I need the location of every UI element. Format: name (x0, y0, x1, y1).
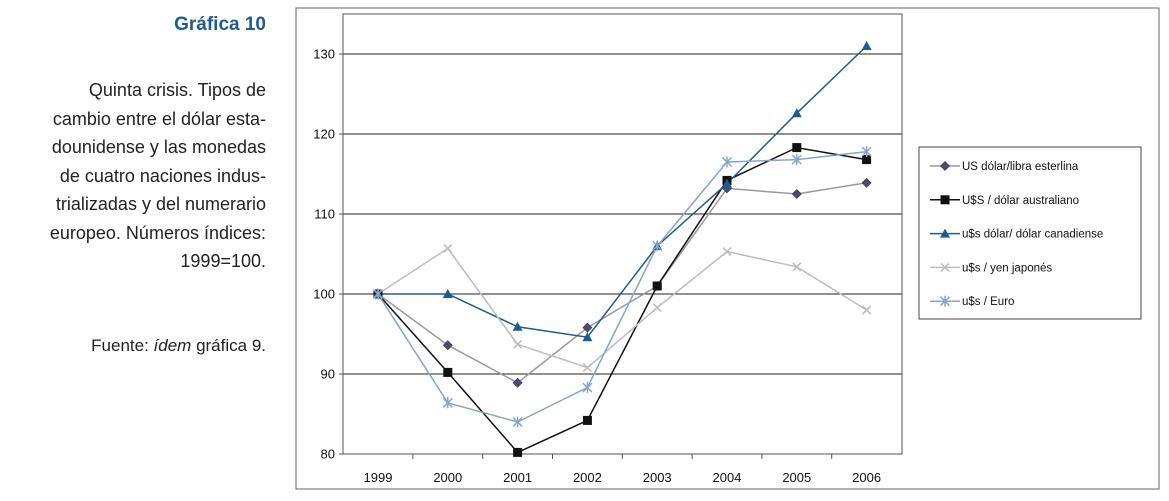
data-point (582, 415, 592, 425)
source-suffix: gráfica 9. (191, 336, 266, 355)
chart-gridlines (343, 53, 902, 375)
data-point (513, 339, 523, 349)
series-markers (372, 41, 872, 457)
data-point (791, 189, 802, 199)
y-axis-tick-labels: 80 90 100 110 120 130 (313, 47, 343, 462)
caption-line: Quinta crisis. Tipos de (88, 80, 266, 100)
series-line-u-s-yen-japon-s (377, 247, 867, 369)
source-reference: ídem (153, 336, 192, 355)
figure-source: Fuente: ídem gráfica 9. (91, 336, 266, 356)
caption-line: de cuatro naciones indus- (59, 165, 266, 186)
data-point (582, 332, 593, 342)
data-point (442, 397, 453, 409)
series-line-u-s-euro (377, 150, 867, 423)
caption-line: cambio entre el dólar esta- (52, 108, 266, 129)
figure-caption: Quinta crisis. Tipos de cambio entre el … (0, 76, 266, 276)
data-point (582, 363, 592, 373)
data-point (791, 154, 802, 166)
legend-label: u$s / Euro (962, 296, 1014, 308)
y-tick-label: 120 (313, 127, 335, 142)
legend-label: u$s / yen japonés (962, 262, 1052, 274)
source-prefix: Fuente: (91, 336, 154, 355)
caption-line: 1999=100. (180, 251, 266, 271)
data-point (721, 156, 733, 168)
data-point (442, 289, 453, 298)
legend: US dólar/libra esterlina U$S / dólar aust… (918, 146, 1142, 320)
data-point (652, 281, 662, 291)
series-lines (377, 45, 868, 454)
x-tick-label: 2003 (643, 470, 672, 485)
data-point (861, 146, 872, 158)
x-tick-label: 2002 (573, 470, 602, 485)
caption-line: europeo. Números índices: (49, 222, 266, 243)
legend-marker (939, 295, 951, 307)
data-point (513, 447, 523, 457)
data-point (512, 321, 523, 331)
series-line-u-s-d-lar-d-lar-canadiense (378, 45, 868, 339)
series-line-us-d-lar-libra-esterlina (377, 182, 867, 384)
data-point (372, 288, 384, 300)
data-point (652, 303, 662, 313)
figure-title: Gráfica 10 (174, 14, 266, 35)
y-tick-label: 110 (314, 207, 335, 222)
x-tick-label: 2005 (782, 470, 811, 485)
data-point (862, 155, 872, 165)
data-point (443, 367, 453, 377)
legend-marker (940, 262, 950, 272)
x-axis-tick-labels: 1999 2000 2001 2002 2003 2004 2005 2006 (364, 454, 881, 485)
caption-line: dounidense y las monedas (51, 137, 266, 157)
data-point (512, 377, 523, 388)
x-tick-label: 2004 (713, 470, 742, 485)
data-point (442, 340, 453, 351)
data-point (792, 143, 802, 153)
data-point (861, 41, 872, 50)
x-tick-label: 2001 (503, 470, 532, 485)
caption-line: trializadas y del numerario (55, 194, 266, 214)
data-point (582, 322, 593, 333)
data-point (512, 416, 523, 428)
data-point (722, 247, 732, 257)
data-point (722, 178, 732, 188)
data-point (862, 305, 872, 315)
y-tick-label: 90 (321, 367, 335, 382)
data-point (792, 262, 802, 272)
data-point (791, 108, 802, 118)
legend-label: U$S / dólar australiano (962, 195, 1079, 207)
y-tick-label: 80 (321, 447, 335, 462)
y-tick-label: 130 (313, 47, 335, 62)
legend-label: US dólar/libra esterlina (962, 161, 1079, 173)
x-tick-label: 1999 (364, 470, 393, 485)
series-line-u-s-d-lar-australiano (377, 146, 867, 454)
x-tick-label: 2006 (852, 470, 881, 485)
data-point (652, 240, 663, 252)
legend-marker (940, 161, 950, 171)
legend-marker (940, 228, 950, 238)
legend-marker (940, 195, 950, 205)
legend-label: u$s dólar/ dólar canadiense (962, 229, 1103, 241)
data-point (443, 243, 453, 253)
data-point (582, 382, 593, 394)
data-point (861, 177, 872, 188)
y-tick-label: 100 (313, 287, 335, 302)
x-tick-label: 2000 (433, 470, 462, 485)
